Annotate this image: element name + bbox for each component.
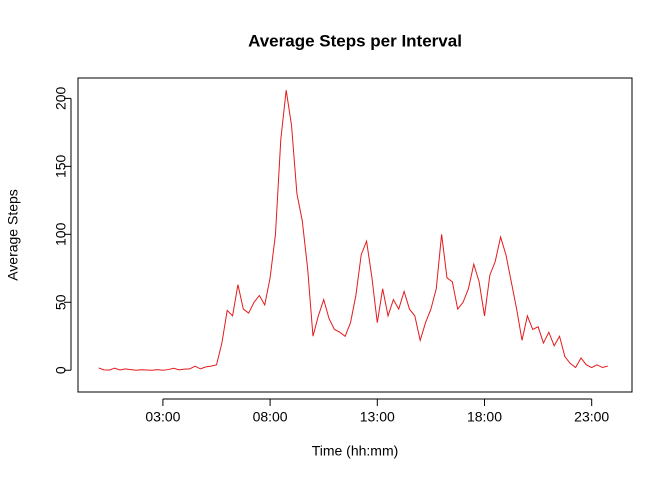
- x-tick-label: 08:00: [253, 409, 288, 425]
- chart-title: Average Steps per Interval: [248, 31, 462, 50]
- y-tick-label: 0: [53, 366, 69, 374]
- x-tick-label: 03:00: [145, 409, 180, 425]
- x-tick-label: 18:00: [467, 409, 502, 425]
- x-tick-label: 13:00: [360, 409, 395, 425]
- y-tick-label: 200: [53, 86, 69, 110]
- plot-box: [77, 77, 633, 393]
- y-tick-label: 100: [53, 222, 69, 246]
- y-axis-label: Average Steps: [5, 189, 21, 281]
- y-tick-label: 150: [53, 154, 69, 178]
- x-axis-label: Time (hh:mm): [312, 443, 399, 459]
- y-tick-label: 50: [53, 294, 69, 310]
- data-line: [98, 90, 608, 371]
- x-tick-label: 23:00: [574, 409, 609, 425]
